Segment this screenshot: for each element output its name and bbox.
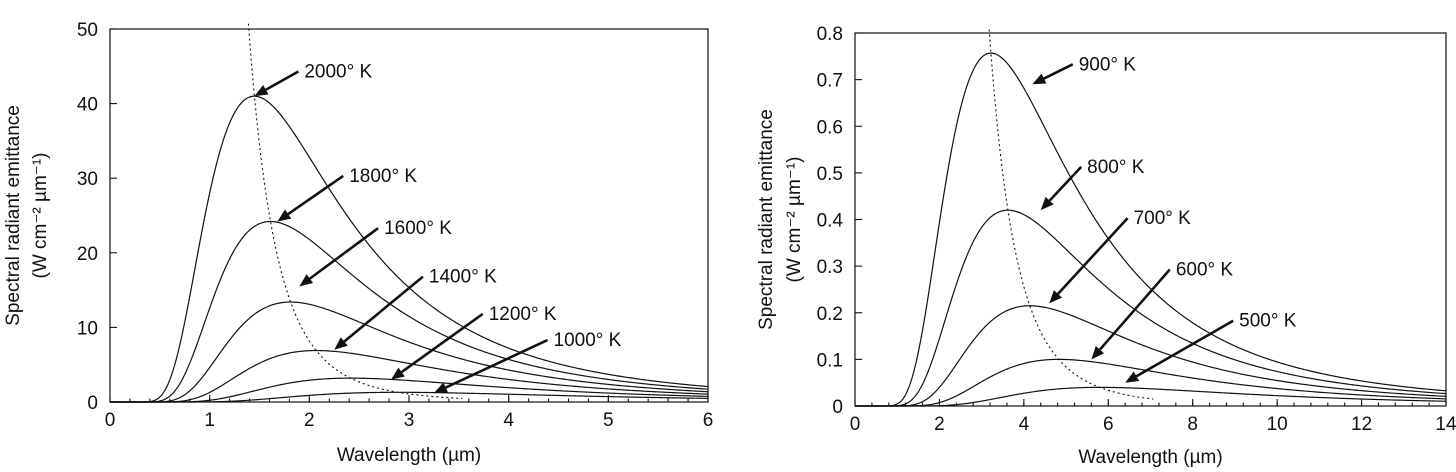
x-tick-label: 1 — [204, 410, 215, 431]
y-tick-label: 10 — [77, 318, 98, 339]
y-tick-label: 20 — [77, 244, 98, 265]
curve-900k — [855, 52, 1447, 407]
curve-1600k — [110, 301, 709, 403]
y-tick-label: 50 — [77, 20, 98, 41]
arrow-head — [1040, 196, 1054, 211]
y-tick-label: 30 — [77, 169, 98, 190]
x-tick-label: 14 — [1435, 414, 1456, 435]
x-tick-label: 0 — [850, 414, 861, 435]
arrow-head — [433, 382, 449, 394]
arrow-head — [277, 209, 292, 222]
curve-1200k — [110, 377, 709, 403]
y-tick-label: 0.5 — [817, 164, 843, 185]
arrow-head — [254, 84, 269, 97]
y-tick-label: 0.7 — [817, 71, 843, 92]
curve-1000k — [110, 391, 709, 403]
x-axis-label: Wavelength (µm) — [1078, 447, 1222, 468]
x-tick-label: 6 — [1103, 414, 1114, 435]
label-arrow — [265, 70, 299, 91]
x-tick-label: 4 — [503, 410, 514, 431]
curve-2000k — [110, 95, 709, 403]
y-tick-label: 0.1 — [817, 350, 843, 371]
label-arrow — [1043, 63, 1074, 80]
label-arrow — [400, 312, 484, 374]
arrow-head — [1091, 345, 1105, 360]
series-label: 500° K — [1239, 311, 1297, 332]
series-label: 700° K — [1134, 208, 1192, 229]
x-tick-label: 2 — [304, 410, 315, 431]
label-arrow — [1057, 217, 1129, 295]
x-tick-label: 0 — [105, 410, 116, 431]
label-arrow — [287, 174, 344, 216]
curve-800k — [855, 209, 1447, 407]
y-tick-label: 0.8 — [817, 24, 843, 45]
arrow-head — [1032, 73, 1047, 85]
x-tick-label: 4 — [1019, 414, 1030, 435]
peak-locus-dotted — [988, 29, 1154, 400]
arrow-head — [334, 337, 348, 350]
x-tick-label: 10 — [1267, 414, 1288, 435]
peak-locus-dotted — [247, 23, 463, 400]
y-tick-label: 40 — [77, 95, 98, 116]
x-tick-label: 3 — [404, 410, 415, 431]
x-tick-label: 12 — [1351, 414, 1372, 435]
curve-700k — [855, 305, 1447, 407]
y-tick-label: 0.3 — [817, 257, 843, 278]
x-tick-label: 5 — [603, 410, 614, 431]
y-axis-units: (W cm⁻² µm⁻¹) — [784, 157, 805, 283]
x-tick-label: 8 — [1187, 414, 1198, 435]
label-arrow — [309, 227, 379, 280]
y-tick-label: 0 — [832, 397, 843, 418]
chart-panel-1: 0 1 2 3 4 5 6 0 10 20 30 40 50 Wavelength (µm) Spectra… — [3, 20, 713, 466]
series-label: 1400° K — [429, 267, 497, 288]
label-arrow — [1098, 268, 1171, 351]
y-axis-label: Spectral radiant emittance — [756, 109, 777, 330]
y-tick-label: 0.6 — [817, 117, 843, 138]
y-axis-label: Spectral radiant emittance — [3, 105, 24, 326]
arrow-head — [1125, 371, 1140, 383]
curve-1400k — [110, 349, 709, 403]
curve-500k — [855, 386, 1447, 407]
series-label: 600° K — [1176, 259, 1234, 280]
arrow-head — [391, 367, 405, 380]
label-arrow — [1048, 165, 1083, 202]
x-axis-label: Wavelength (µm) — [337, 445, 481, 466]
curve-1800k — [110, 220, 709, 403]
y-tick-label: 0 — [87, 393, 98, 414]
curve-600k — [855, 358, 1447, 407]
x-tick-label: 2 — [934, 414, 945, 435]
y-tick-label: 0.2 — [817, 304, 843, 325]
series-label: 1800° K — [349, 166, 417, 187]
label-arrow — [445, 338, 549, 389]
series-label: 1000° K — [554, 330, 622, 351]
y-tick-label: 0.4 — [817, 211, 844, 232]
chart-panel-2: 0 2 4 6 8 10 12 14 0 0.1 0.2 0.3 0.4 0.5 0.6 0.7 0.8 Wave… — [756, 24, 1456, 468]
x-tick-label: 6 — [703, 410, 714, 431]
series-label: 900° K — [1079, 54, 1137, 75]
series-label: 1200° K — [489, 304, 557, 325]
series-label: 2000° K — [304, 61, 372, 82]
series-label: 1600° K — [384, 218, 452, 239]
label-arrow — [343, 275, 424, 343]
arrow-head — [1049, 290, 1063, 304]
label-arrow — [1135, 319, 1234, 378]
series-label: 800° K — [1087, 157, 1145, 178]
y-axis-units: (W cm⁻² µm⁻¹) — [30, 153, 51, 279]
arrow-head — [299, 274, 314, 287]
